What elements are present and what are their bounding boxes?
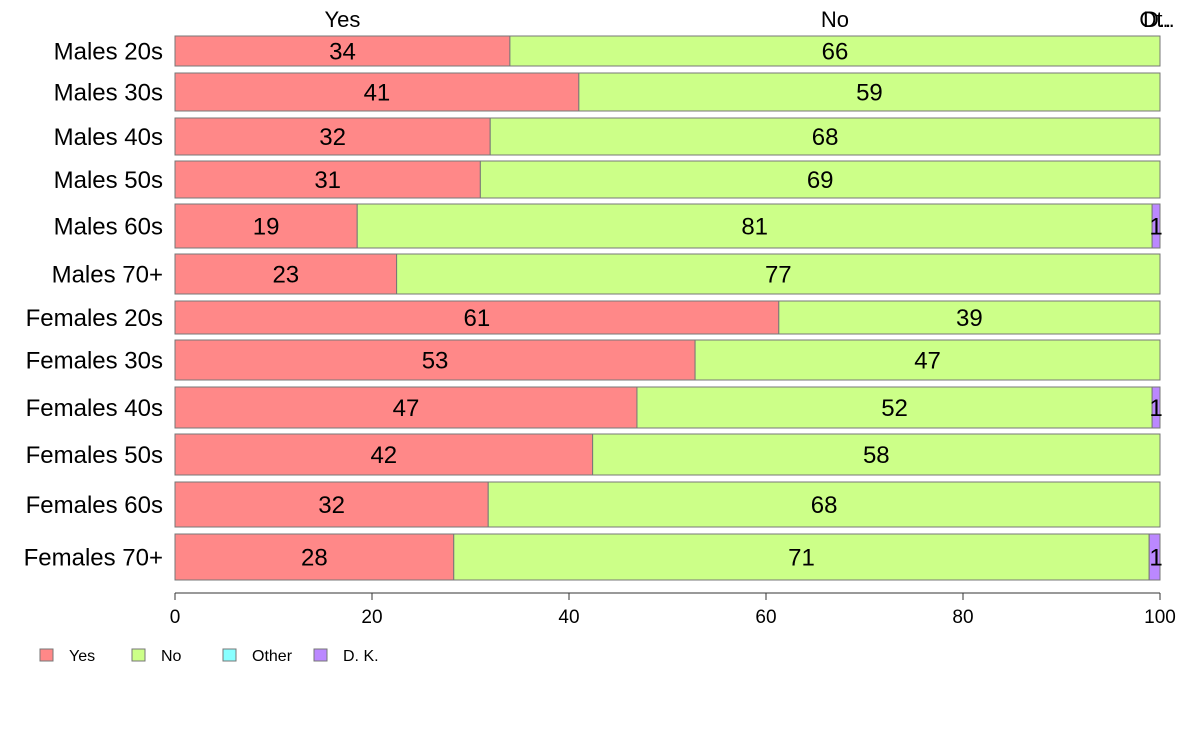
x-tick-label-20: 20 <box>361 607 382 628</box>
value-label-females-20s-yes: 61 <box>464 305 491 332</box>
category-label-males-30s: Males 30s <box>54 80 163 107</box>
category-label-males-70: Males 70+ <box>52 262 163 289</box>
bar-females-60s-yes <box>174 481 489 528</box>
category-label-males-50s: Males 50s <box>54 167 163 194</box>
bar-males-60s-no <box>356 203 1153 249</box>
value-label-males-40s-no: 68 <box>812 124 839 151</box>
value-label-males-70-yes: 23 <box>272 262 299 289</box>
value-label-females-70-no: 71 <box>788 545 815 572</box>
x-tick-label-100: 100 <box>1144 607 1176 628</box>
bar-females-40s-no <box>636 386 1153 429</box>
bar-females-40s-yes <box>174 386 638 429</box>
category-label-females-30s: Females 30s <box>26 348 163 375</box>
value-label-males-40s-yes: 32 <box>319 124 346 151</box>
bar-females-30s-no <box>694 339 1161 381</box>
value-label-females-40s-no: 52 <box>881 395 908 422</box>
bar-females-70-yes <box>174 533 455 581</box>
value-label-females-30s-yes: 53 <box>422 348 449 375</box>
x-tick-label-60: 60 <box>755 607 776 628</box>
category-label-males-40s: Males 40s <box>54 124 163 151</box>
bar-females-60s-no <box>487 481 1161 528</box>
category-label-females-20s: Females 20s <box>26 305 163 332</box>
category-label-females-60s: Females 60s <box>26 492 163 519</box>
category-label-females-40s: Females 40s <box>26 395 163 422</box>
category-labels: Males 20s Males 30s Males 40s Males 50s Male… <box>24 39 163 572</box>
bar-males-70-yes <box>174 253 398 295</box>
value-label-females-20s-no: 39 <box>956 305 983 332</box>
category-label-males-20s: Males 20s <box>54 39 163 66</box>
bar-males-60s-d-k <box>1151 203 1161 249</box>
legend: Yes No Other D. K. <box>39 648 379 665</box>
bar-males-70-no <box>396 253 1161 295</box>
x-axis: 0 20 40 60 80 100 <box>170 592 1176 628</box>
value-label-females-40s-yes: 47 <box>393 395 420 422</box>
value-label-males-20s-no: 66 <box>822 39 849 66</box>
top-label-d: D.. <box>1143 7 1171 32</box>
legend-label-other: Other <box>252 648 293 665</box>
value-label-females-70-d-k: 1 <box>1149 545 1162 572</box>
legend-label-no: No <box>161 648 182 665</box>
value-label-males-50s-no: 69 <box>807 167 834 194</box>
value-label-males-60s-yes: 19 <box>253 214 280 241</box>
top-labels: Yes No Ot..D.. <box>325 7 1175 32</box>
bar-females-30s-yes <box>174 339 696 381</box>
legend-swatch-no <box>131 648 146 662</box>
bar-females-20s-no <box>778 300 1161 335</box>
legend-swatch-other <box>222 648 237 662</box>
value-label-females-60s-yes: 32 <box>318 492 345 519</box>
bar-males-60s-yes <box>174 203 358 249</box>
value-label-males-70-no: 77 <box>765 262 792 289</box>
bar-males-40s-yes <box>174 117 491 156</box>
top-label-yes: Yes <box>325 7 361 32</box>
bar-males-20s-yes <box>174 35 511 67</box>
value-label-females-50s-no: 58 <box>863 442 890 469</box>
value-label-males-60s-d-k: 1 <box>1149 214 1162 241</box>
value-label-males-50s-yes: 31 <box>314 167 341 194</box>
legend-label-yes: Yes <box>69 648 95 665</box>
legend-swatch-d-k <box>313 648 328 662</box>
value-label-females-30s-no: 47 <box>914 348 941 375</box>
category-label-males-60s: Males 60s <box>54 214 163 241</box>
x-tick-label-0: 0 <box>170 607 181 628</box>
x-tick-label-40: 40 <box>558 607 579 628</box>
value-label-females-60s-no: 68 <box>811 492 838 519</box>
value-label-males-20s-yes: 34 <box>329 39 356 66</box>
category-label-females-50s: Females 50s <box>26 442 163 469</box>
bar-males-50s-yes <box>174 160 481 199</box>
value-label-females-70-yes: 28 <box>301 545 328 572</box>
value-label-males-30s-yes: 41 <box>364 80 391 107</box>
x-tick-label-80: 80 <box>952 607 973 628</box>
top-label-ot: Ot.. <box>1139 7 1174 32</box>
category-label-females-70: Females 70+ <box>24 545 163 572</box>
value-label-males-60s-no: 81 <box>741 214 768 241</box>
value-label-males-30s-no: 59 <box>856 80 883 107</box>
bar-females-70-d-k <box>1148 533 1161 581</box>
top-label-no: No <box>821 7 849 32</box>
legend-swatch-yes <box>39 648 54 662</box>
bar-males-20s-no <box>509 35 1161 67</box>
bar-females-50s-no <box>592 433 1161 476</box>
value-label-females-40s-d-k: 1 <box>1149 395 1162 422</box>
legend-label-d-k: D. K. <box>343 648 379 665</box>
bar-males-30s-yes <box>174 72 580 112</box>
value-label-females-50s-yes: 42 <box>370 442 397 469</box>
bar-males-50s-no <box>479 160 1161 199</box>
bar-males-30s-no <box>578 72 1161 112</box>
bar-males-40s-no <box>489 117 1161 156</box>
bar-females-40s-d-k <box>1151 386 1161 429</box>
bar-females-50s-yes <box>174 433 594 476</box>
